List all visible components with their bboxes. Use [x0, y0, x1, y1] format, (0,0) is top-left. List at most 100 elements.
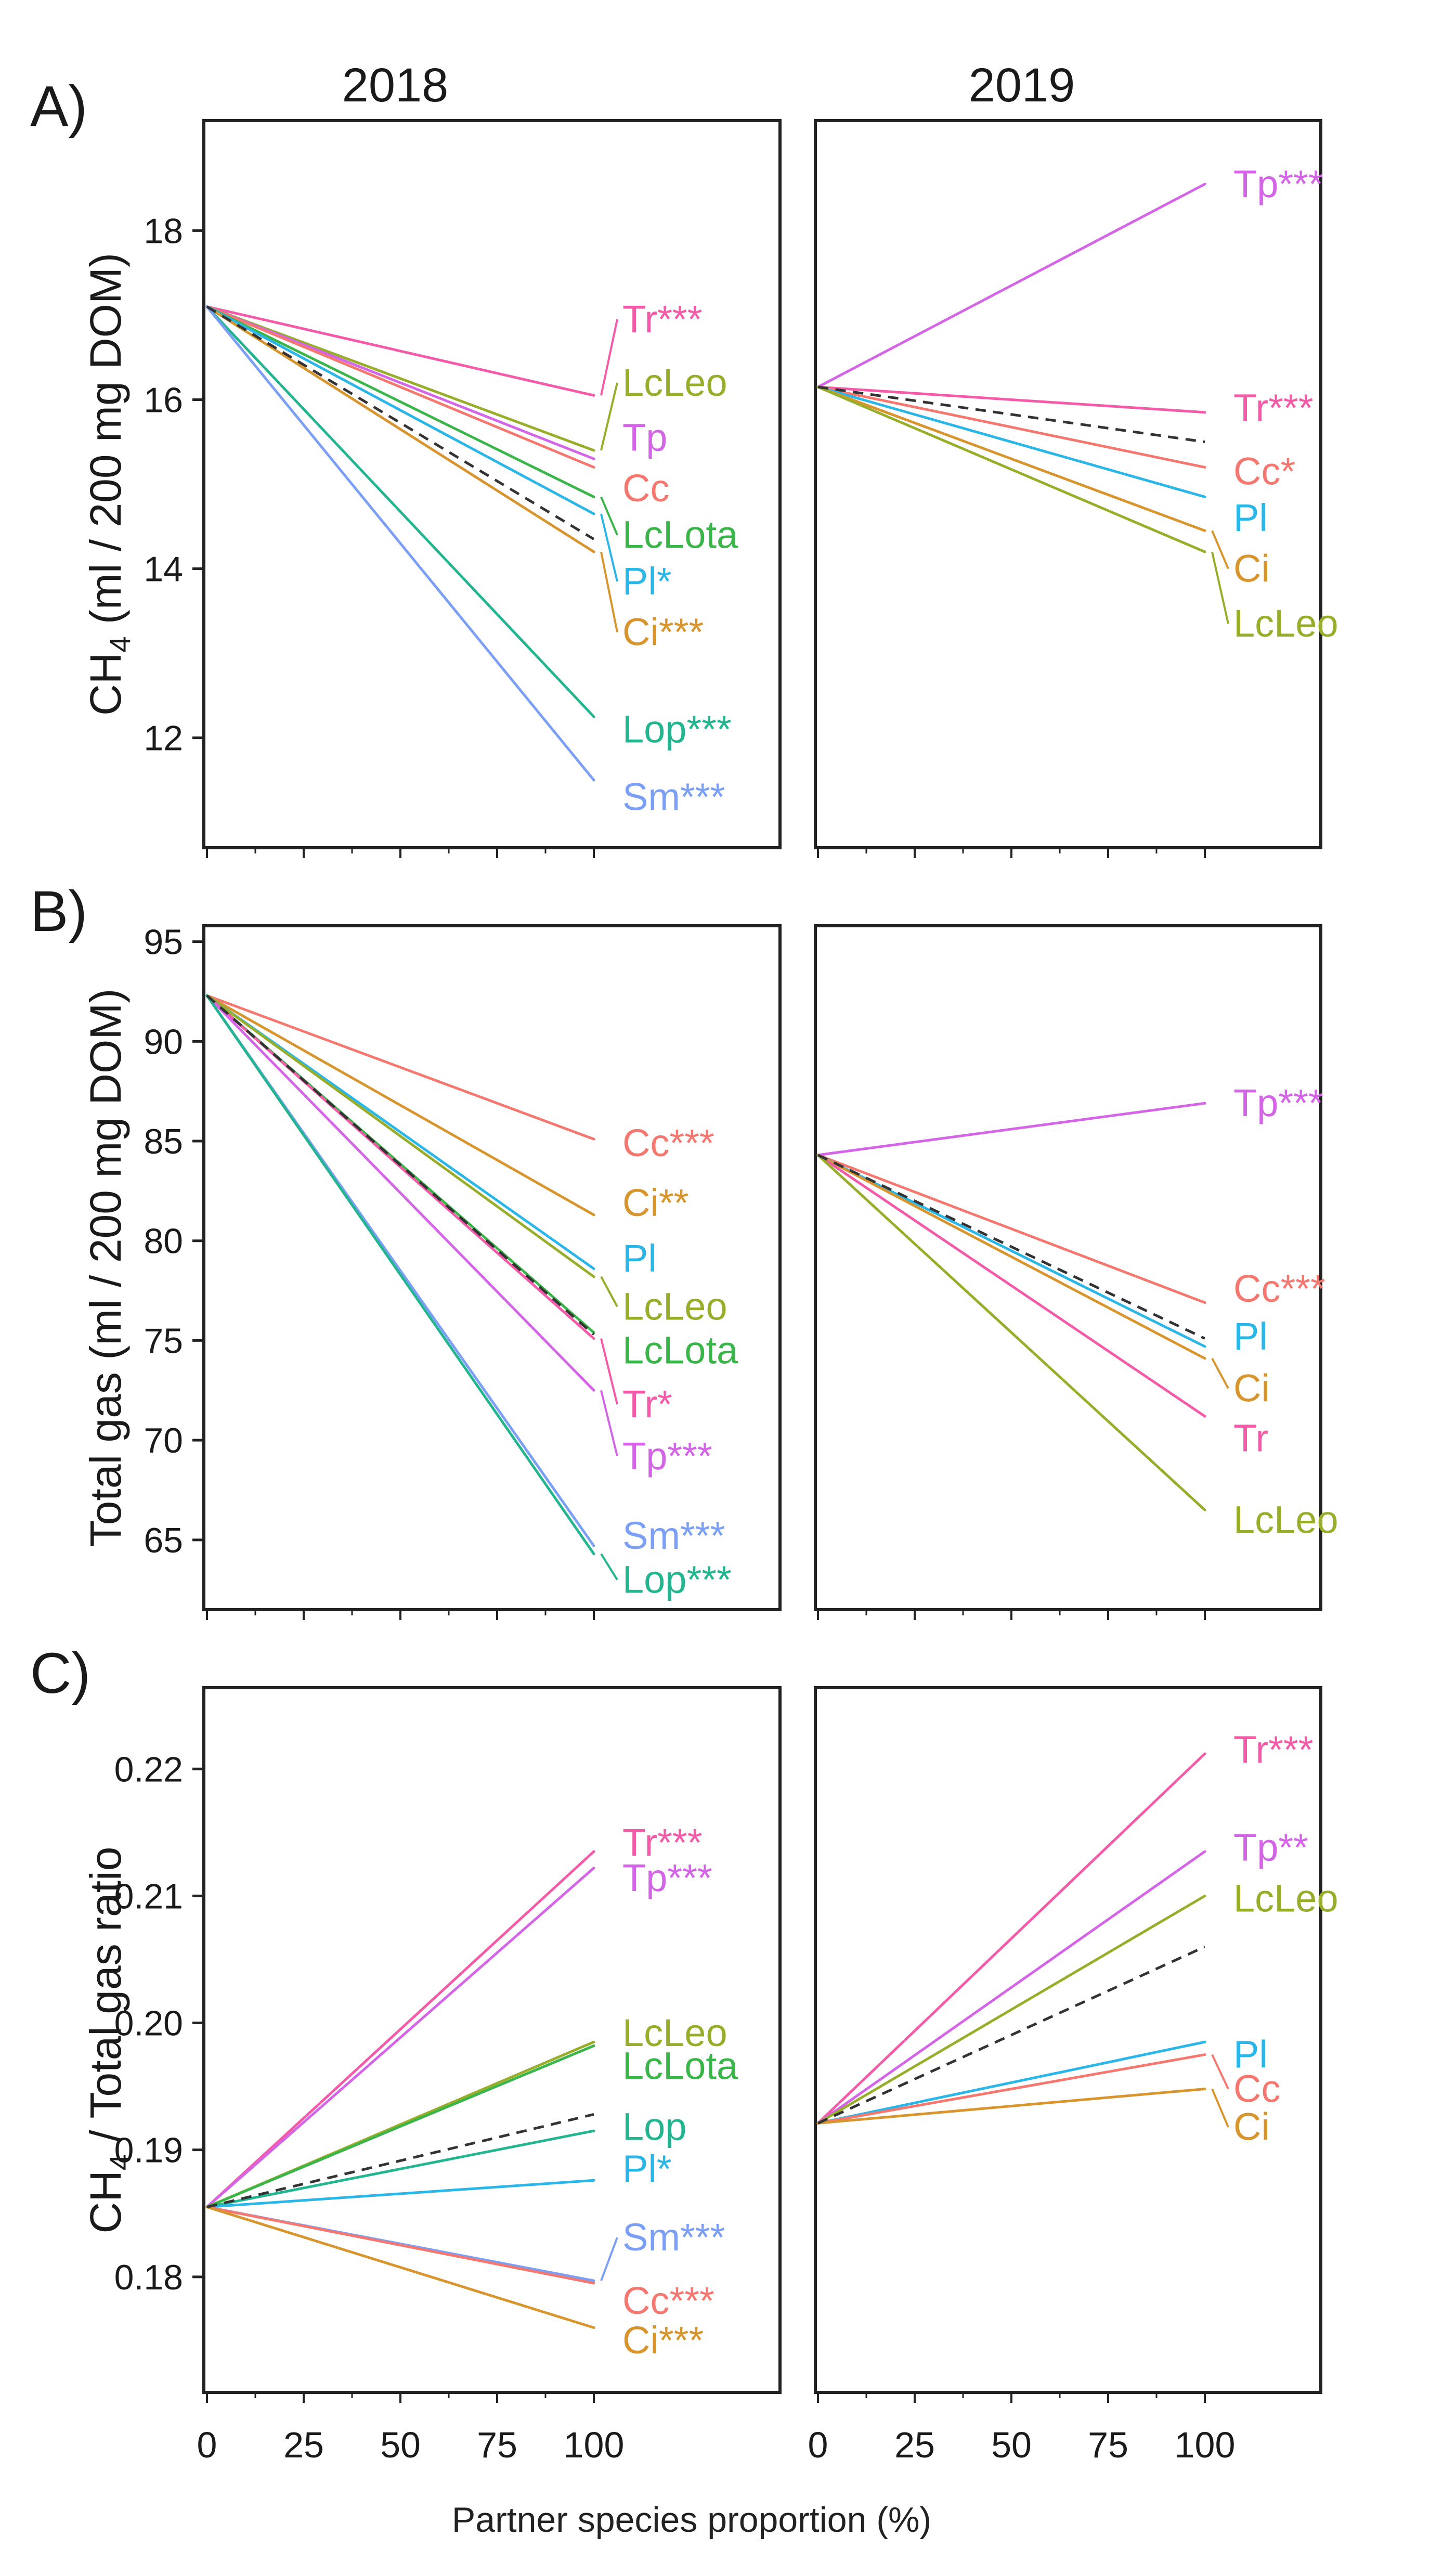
series-label-c-2018-lcleo: LcLeo	[622, 2011, 727, 2054]
series-label-b-2019-cc: Cc***	[1233, 1267, 1325, 1310]
leader-line-b-2018-tp	[600, 1390, 618, 1457]
series-line-c-2018-lop	[205, 2129, 595, 2209]
y-axis-title-c: CH4 / Total gas ratio	[81, 1847, 136, 2234]
y-axis-title-rest: (ml / 200 mg DOM)	[81, 253, 130, 636]
y-tick-label-a-2: 16	[144, 380, 183, 420]
series-line-b-2018-lcleo	[205, 994, 595, 1278]
reference-line-a-2018	[206, 305, 595, 540]
x-tick-label-2019-4: 100	[1175, 2425, 1236, 2465]
y-tick-label-c-4: 0.22	[114, 1750, 183, 1789]
leader-line-a-2018-ci	[600, 551, 618, 632]
panel-frame-a-2018	[202, 119, 782, 849]
y-axis-title-subscript: 4	[103, 636, 136, 652]
series-line-a-2019-tr	[816, 385, 1206, 414]
panel-frame-a-2019	[814, 119, 1322, 849]
series-label-a-2019-tp: Tp***	[1233, 162, 1323, 205]
series-line-c-2018-pl	[205, 2179, 595, 2209]
series-label-b-2018-lcleo: LcLeo	[622, 1285, 727, 1328]
y-tick-label-a-0: 12	[144, 719, 183, 758]
series-label-c-2018-lop: Lop	[622, 2105, 686, 2148]
y-tick-label-b-6: 95	[144, 923, 183, 962]
series-label-b-2019-tp: Tp***	[1233, 1081, 1323, 1124]
series-line-a-2018-sm	[205, 305, 595, 782]
series-line-c-2019-tr	[816, 1752, 1206, 2125]
year-header-2019: 2019	[969, 59, 1075, 112]
series-label-c-2019-tp: Tp**	[1233, 1826, 1308, 1869]
series-label-c-2018-lclota: LcLota	[622, 2044, 738, 2088]
series-label-a-2018-cc: Cc	[622, 467, 669, 510]
series-label-b-2018-lclota: LcLota	[622, 1329, 738, 1372]
y-axis-title-b: Total gas (ml / 200 mg DOM)	[81, 989, 130, 1547]
leader-line-b-2018-lcleo	[600, 1276, 618, 1308]
series-label-a-2019-lcleo: LcLeo	[1233, 602, 1338, 645]
series-line-c-2018-cc	[205, 2206, 595, 2285]
series-label-a-2018-sm: Sm***	[622, 775, 725, 818]
panel-label-a: A)	[30, 74, 87, 138]
series-label-c-2018-cc: Cc***	[622, 2279, 714, 2322]
series-label-a-2019-pl: Pl	[1233, 496, 1268, 539]
series-line-a-2019-cc	[816, 385, 1206, 469]
series-label-c-2018-tr: Tr***	[622, 1821, 703, 1864]
series-label-a-2018-tp: Tp	[622, 416, 667, 459]
series-label-c-2019-tr: Tr***	[1233, 1728, 1314, 1771]
series-line-c-2019-ci	[816, 2087, 1206, 2125]
series-label-b-2018-ci: Ci**	[622, 1181, 688, 1224]
series-line-b-2019-lcleo	[816, 1154, 1206, 1511]
series-label-c-2019-cc: Cc	[1233, 2067, 1280, 2110]
leader-line-a-2018-lcleo	[600, 382, 618, 451]
series-label-a-2019-cc: Cc*	[1233, 450, 1295, 493]
leader-line-b-2019-ci	[1211, 1357, 1229, 1389]
y-tick-label-c-0: 0.18	[114, 2258, 183, 2297]
series-line-b-2018-tr	[205, 994, 595, 1340]
series-label-a-2019-ci: Ci	[1233, 547, 1270, 590]
series-line-b-2018-cc	[205, 994, 595, 1141]
y-axis-title-main: CH	[81, 653, 130, 716]
panel-frame-c-2019	[814, 1686, 1322, 2394]
y-tick-label-b-5: 90	[144, 1022, 183, 1062]
series-line-a-2019-ci	[816, 385, 1206, 532]
series-line-c-2018-lclota	[205, 2044, 595, 2209]
series-label-b-2019-lcleo: LcLeo	[1233, 1498, 1338, 1541]
series-label-c-2018-tp: Tp***	[622, 1856, 712, 1899]
x-tick-label-2019-3: 75	[1088, 2425, 1128, 2465]
series-label-a-2018-pl: Pl*	[622, 560, 672, 603]
series-label-c-2018-sm: Sm***	[622, 2216, 725, 2259]
y-tick-label-c-3: 0.21	[114, 1876, 183, 1916]
y-tick-label-a-3: 18	[144, 211, 183, 251]
leader-line-a-2018-pl	[600, 513, 618, 582]
y-axis-title-main: CH	[81, 2170, 130, 2233]
y-axis-title-a: CH4 (ml / 200 mg DOM)	[81, 253, 136, 716]
series-line-c-2019-lcleo	[816, 1894, 1206, 2125]
series-label-a-2018-lclota: LcLota	[622, 513, 738, 556]
series-label-b-2018-sm: Sm***	[622, 1514, 725, 1557]
series-label-c-2019-lcleo: LcLeo	[1233, 1876, 1338, 1920]
panel-label-b: B)	[30, 879, 87, 943]
series-label-b-2018-tr: Tr*	[622, 1382, 672, 1426]
leader-line-a-2018-tr	[600, 319, 618, 396]
series-line-a-2018-lclota	[205, 305, 595, 498]
series-line-a-2019-lcleo	[816, 385, 1206, 553]
x-axis-title: Partner species proportion (%)	[452, 2500, 931, 2540]
reference-line-c-2019	[817, 1945, 1206, 2125]
y-tick-label-c-2: 0.20	[114, 2004, 183, 2043]
panel-frame-b-2018	[202, 924, 782, 1611]
series-label-b-2018-pl: Pl	[622, 1237, 657, 1280]
x-tick-label-2018-3: 75	[477, 2425, 517, 2465]
y-tick-label-b-0: 65	[144, 1521, 183, 1560]
series-line-a-2018-cc	[205, 305, 595, 469]
x-tick-label-2018-1: 25	[283, 2425, 324, 2465]
leader-line-a-2018-lclota	[600, 496, 618, 536]
y-axis-title-subscript: 4	[103, 2154, 136, 2170]
y-tick-label-b-2: 75	[144, 1321, 183, 1361]
series-line-a-2018-lop	[205, 305, 595, 718]
series-label-c-2018-ci: Ci***	[622, 2319, 704, 2362]
y-tick-label-c-1: 0.19	[114, 2131, 183, 2170]
y-tick-label-b-4: 85	[144, 1122, 183, 1161]
panel-label-c: C)	[30, 1641, 90, 1705]
reference-line-b-2018	[206, 994, 595, 1336]
series-label-a-2018-lcleo: LcLeo	[622, 361, 727, 404]
series-line-a-2018-tr	[205, 305, 595, 397]
